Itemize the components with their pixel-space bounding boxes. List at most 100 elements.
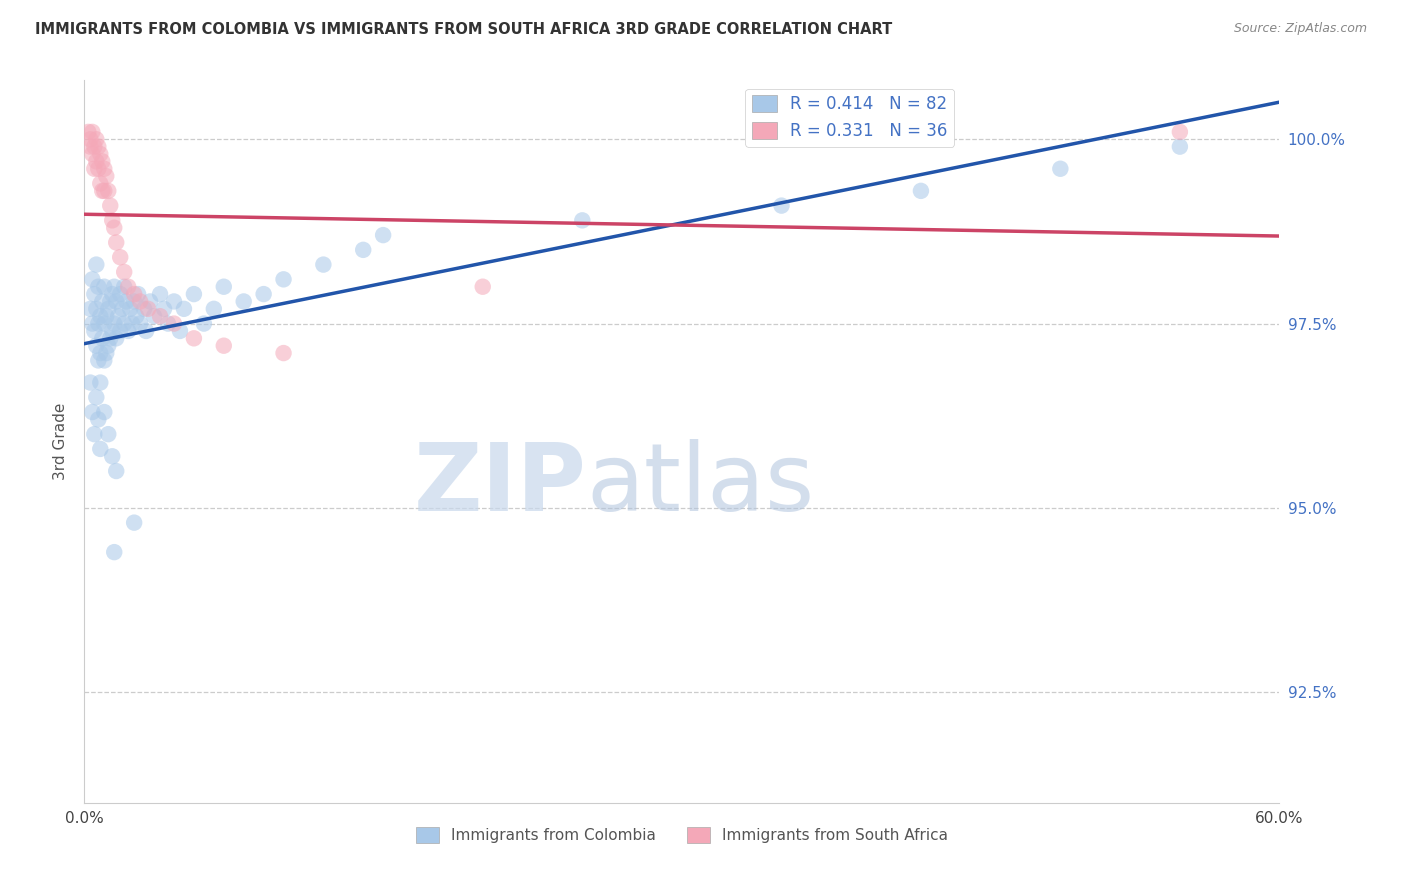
Point xyxy=(103,317,125,331)
Point xyxy=(110,287,132,301)
Point xyxy=(86,339,108,353)
Point xyxy=(136,301,159,316)
Point xyxy=(91,294,114,309)
Point xyxy=(253,287,276,301)
Point xyxy=(83,324,105,338)
Point xyxy=(86,132,108,146)
Point xyxy=(93,161,115,176)
Text: ZIP: ZIP xyxy=(413,439,586,531)
Point xyxy=(93,317,115,331)
Point xyxy=(98,199,121,213)
Point xyxy=(87,161,110,176)
Point xyxy=(111,301,134,316)
Point xyxy=(112,317,135,331)
Point xyxy=(83,161,105,176)
Point xyxy=(105,331,128,345)
Point xyxy=(122,294,145,309)
Point xyxy=(103,279,125,293)
Point xyxy=(93,184,115,198)
Point xyxy=(103,220,125,235)
Point xyxy=(87,412,110,426)
Point xyxy=(910,184,932,198)
Point xyxy=(163,317,186,331)
Point xyxy=(97,184,120,198)
Point xyxy=(107,309,129,323)
Point xyxy=(122,516,145,530)
Point xyxy=(273,346,295,360)
Point xyxy=(232,294,254,309)
Point xyxy=(103,545,125,559)
Point xyxy=(1168,125,1191,139)
Point xyxy=(149,287,172,301)
Text: Source: ZipAtlas.com: Source: ZipAtlas.com xyxy=(1233,22,1367,36)
Point xyxy=(105,294,128,309)
Point xyxy=(101,213,124,227)
Point xyxy=(79,139,101,153)
Point xyxy=(571,213,593,227)
Point xyxy=(101,450,124,464)
Point xyxy=(183,287,205,301)
Point xyxy=(87,353,110,368)
Point xyxy=(93,405,115,419)
Text: IMMIGRANTS FROM COLOMBIA VS IMMIGRANTS FROM SOUTH AFRICA 3RD GRADE CORRELATION C: IMMIGRANTS FROM COLOMBIA VS IMMIGRANTS F… xyxy=(35,22,893,37)
Point xyxy=(143,309,166,323)
Point xyxy=(202,301,225,316)
Point xyxy=(89,147,111,161)
Point xyxy=(193,317,215,331)
Point xyxy=(98,331,121,345)
Point xyxy=(96,309,118,323)
Legend: Immigrants from Colombia, Immigrants from South Africa: Immigrants from Colombia, Immigrants fro… xyxy=(411,822,953,849)
Point xyxy=(77,125,100,139)
Point xyxy=(79,132,101,146)
Point xyxy=(273,272,295,286)
Point xyxy=(110,250,132,264)
Point xyxy=(127,287,149,301)
Point xyxy=(115,294,138,309)
Point xyxy=(110,324,132,338)
Point xyxy=(86,301,108,316)
Text: atlas: atlas xyxy=(586,439,814,531)
Y-axis label: 3rd Grade: 3rd Grade xyxy=(53,403,69,480)
Point xyxy=(89,177,111,191)
Point xyxy=(79,376,101,390)
Point xyxy=(82,125,104,139)
Point xyxy=(139,294,162,309)
Point xyxy=(373,228,395,243)
Point xyxy=(97,427,120,442)
Point xyxy=(1049,161,1071,176)
Point xyxy=(96,169,118,183)
Point xyxy=(86,154,108,169)
Point xyxy=(79,301,101,316)
Point xyxy=(83,139,105,153)
Point xyxy=(212,339,235,353)
Point xyxy=(82,317,104,331)
Point xyxy=(89,309,111,323)
Point xyxy=(83,427,105,442)
Point xyxy=(82,272,104,286)
Point xyxy=(312,258,335,272)
Point xyxy=(89,442,111,456)
Point xyxy=(86,258,108,272)
Point xyxy=(169,324,191,338)
Point xyxy=(122,287,145,301)
Point xyxy=(82,405,104,419)
Point xyxy=(91,154,114,169)
Point xyxy=(83,287,105,301)
Point xyxy=(97,301,120,316)
Point xyxy=(112,279,135,293)
Point xyxy=(97,339,120,353)
Point xyxy=(471,279,494,293)
Point xyxy=(163,294,186,309)
Point xyxy=(89,376,111,390)
Point xyxy=(149,309,172,323)
Point xyxy=(1168,139,1191,153)
Point xyxy=(135,324,157,338)
Point xyxy=(212,279,235,293)
Point xyxy=(87,279,110,293)
Point xyxy=(101,287,124,301)
Point xyxy=(91,184,114,198)
Point xyxy=(93,353,115,368)
Point xyxy=(105,235,128,250)
Point xyxy=(153,301,176,316)
Point xyxy=(352,243,374,257)
